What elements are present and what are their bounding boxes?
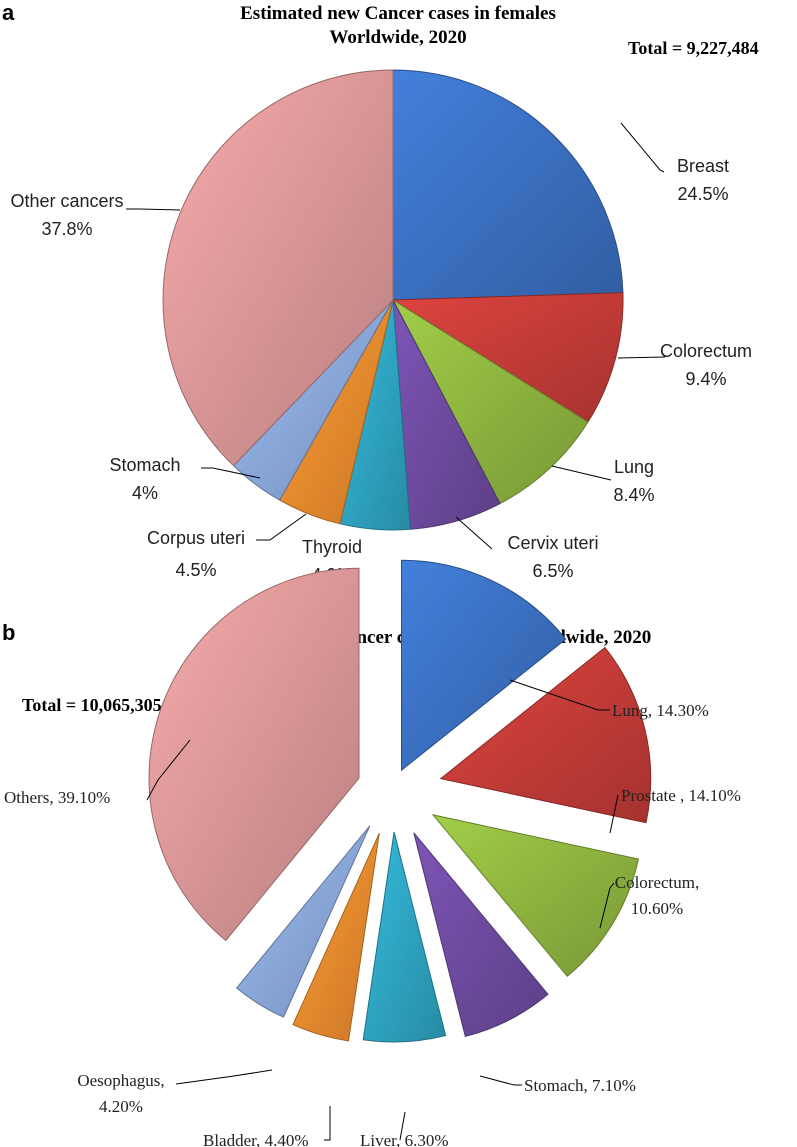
pie-a-label-cervix-uteri: Cervix uteri [507,533,598,553]
pie-a-label-other-cancers-value: 37.8% [41,219,92,239]
pie-b-leader-lung [509,679,610,711]
pie-a-label-other-cancers: Other cancers [10,191,123,211]
panel-a-letter: a [2,0,15,25]
pie-a-label-stomach-value: 4% [132,483,158,503]
pie-a-label-cervix-uteri-value: 6.5% [532,561,573,581]
panel-b-letter: b [2,620,15,645]
pie-a-label-corpus-uteri: Corpus uteri [147,528,245,548]
pie-b-leader-prostate [609,794,619,834]
pie-a: Breast 24.5% Colorectum 9.4% Lung 8.4% Cervix … [10,69,752,585]
pie-a-slice-colorectum [391,292,624,423]
pie-a-label-lung: Lung [614,457,654,477]
pie-b-label-others: Others, 39.10% [4,788,110,807]
pie-a-label-stomach: Stomach [109,455,180,475]
pie-b-label-stomach: Stomach, 7.10% [524,1076,636,1095]
pie-a-label-breast: Breast [677,156,729,176]
pie-b-label-oesophagus: Oesophagus, [77,1071,164,1090]
pie-b-slice-oesophagus [235,825,371,1018]
pie-a-leader-breast [620,122,665,173]
pie-a-leader-cervix-uteri [455,516,493,550]
chart-a-total: Total = 9,227,484 [628,38,759,58]
pie-b-slice-colorectum [431,814,639,978]
pie-a-label-thyroid: Thyroid [302,537,362,557]
chart-a-title-line2: Worldwide, 2020 [329,27,466,48]
chart-a-title-line1: Estimated new Cancer cases in females [240,3,556,24]
pie-a-slice-lung [391,298,589,505]
pie-a-leader-colorectum [617,356,666,359]
pie-b-label-colorectum: Colorectum, [615,873,700,892]
pie-b-slice-stomach [413,832,549,1038]
pie-a-leader-corpus-uteri [256,513,307,541]
pie-b: Lung, 14.30% Prostate , 14.10% Colorectum,… [4,559,741,1147]
chart-a: Estimated new Cancer cases in females Wo… [10,3,758,585]
pie-b-slice-bladder [292,832,380,1042]
pie-a-leader-stomach [201,467,261,479]
pie-b-label-lung: Lung, 14.30% [612,701,709,720]
pie-b-leader-stomach [479,1075,522,1086]
pie-b-leader-colorectum [599,882,615,929]
chart-b-total: Total = 10,065,305 [22,695,162,715]
pie-b-leader-others [146,739,191,801]
pie-b-leader-oesophagus [175,1069,273,1085]
pie-a-label-lung-value: 8.4% [613,485,654,505]
pie-b-label-bladder: Bladder, 4.40% [203,1131,309,1147]
pie-b-leader-bladder [324,1106,331,1141]
pie-a-label-breast-value: 24.5% [677,184,728,204]
pie-a-label-colorectum: Colorectum [660,341,752,361]
pie-a-slice-other-cancers [162,69,394,467]
pie-b-label-colorectum-value: 10.60% [631,899,683,918]
pie-b-label-oesophagus-value: 4.20% [99,1097,143,1116]
pie-b-slice-prostate [439,646,652,824]
pie-b-slice-lung [401,559,567,772]
pie-a-slice-breast [392,69,624,301]
pie-b-slice-others [148,567,360,942]
chart-b: Estimated new Cancer cases in males Worl… [4,559,741,1147]
pie-b-slice-liver [362,831,447,1043]
pie-b-label-liver: Liver, 6.30% [360,1131,449,1147]
pie-a-leader-lung [551,465,612,481]
pie-b-label-prostate: Prostate , 14.10% [621,786,741,805]
pie-b-leader-liver [399,1111,406,1141]
pie-a-label-corpus-uteri-value: 4.5% [175,560,216,580]
pie-a-label-colorectum-value: 9.4% [685,369,726,389]
pie-a-leader-other-cancers [126,208,181,211]
